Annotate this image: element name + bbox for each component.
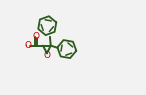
- Text: O: O: [43, 51, 50, 60]
- Text: O: O: [24, 41, 31, 50]
- Text: O: O: [32, 32, 39, 41]
